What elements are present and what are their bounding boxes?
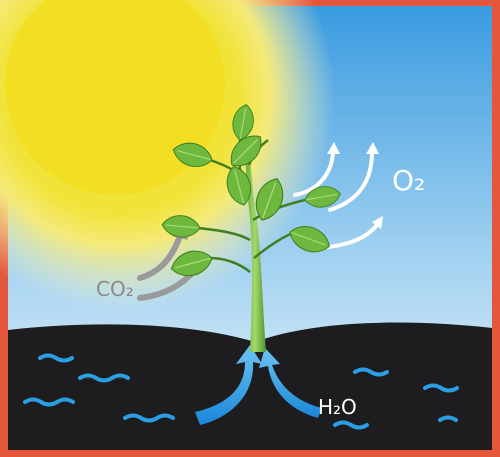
soil — [8, 323, 492, 450]
o2-label: O₂ — [392, 164, 425, 197]
h2o-label: H₂O — [318, 395, 357, 419]
co2-label: CO₂ — [96, 277, 134, 301]
photosynthesis-diagram: CO₂ O₂ H₂O — [0, 0, 500, 457]
